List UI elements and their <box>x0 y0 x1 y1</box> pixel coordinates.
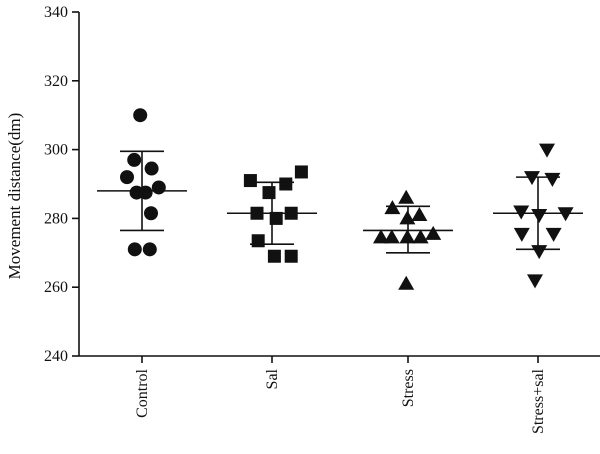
y-tick-label: 300 <box>44 142 68 159</box>
x-tick-label: Sal <box>264 368 281 389</box>
data-point <box>373 229 389 244</box>
data-point <box>251 234 265 248</box>
data-point <box>142 242 157 257</box>
data-point <box>151 180 166 195</box>
data-point <box>269 211 283 225</box>
y-tick-label: 340 <box>44 4 68 21</box>
data-point <box>133 108 148 123</box>
data-point <box>411 206 428 221</box>
data-point <box>544 172 561 187</box>
data-point <box>531 245 548 260</box>
data-point <box>539 143 555 158</box>
series-control <box>97 108 187 257</box>
y-tick-label: 320 <box>44 73 68 90</box>
data-point <box>144 161 159 176</box>
data-point <box>531 208 548 223</box>
data-point <box>513 227 530 242</box>
data-point <box>284 249 298 263</box>
data-point <box>243 174 257 188</box>
data-point <box>127 152 142 167</box>
data-point <box>383 229 400 244</box>
data-point <box>144 206 158 221</box>
data-point <box>267 249 281 263</box>
data-point <box>138 185 153 200</box>
x-tick-label: Control <box>134 368 151 417</box>
x-axis: Control Sal Stress Stress+sal <box>79 355 600 434</box>
data-point <box>425 225 442 240</box>
series-stress <box>363 189 453 290</box>
data-point <box>279 177 293 191</box>
y-tick-label: 280 <box>44 210 68 227</box>
data-point <box>527 274 543 289</box>
y-axis: 240 260 280 300 320 340 <box>44 4 80 365</box>
y-axis-title: Movement distance(dm) <box>5 113 24 280</box>
plot-area <box>97 108 583 290</box>
data-point <box>384 200 401 215</box>
series-sal <box>227 165 317 263</box>
data-point <box>127 242 142 257</box>
data-point <box>398 189 415 204</box>
data-point <box>399 210 416 225</box>
data-point <box>557 207 574 222</box>
data-point <box>262 186 276 200</box>
data-point <box>120 170 134 185</box>
x-tick-label: Stress <box>400 369 417 407</box>
data-point <box>399 229 416 244</box>
data-point <box>294 165 308 179</box>
y-tick-label: 240 <box>44 348 68 365</box>
y-tick-label: 260 <box>44 279 68 296</box>
x-tick-label: Stress+sal <box>530 368 547 434</box>
data-point <box>412 229 429 244</box>
data-point <box>545 227 562 242</box>
data-point <box>524 171 540 186</box>
data-point <box>398 275 415 290</box>
series-stress-sal <box>493 143 583 289</box>
